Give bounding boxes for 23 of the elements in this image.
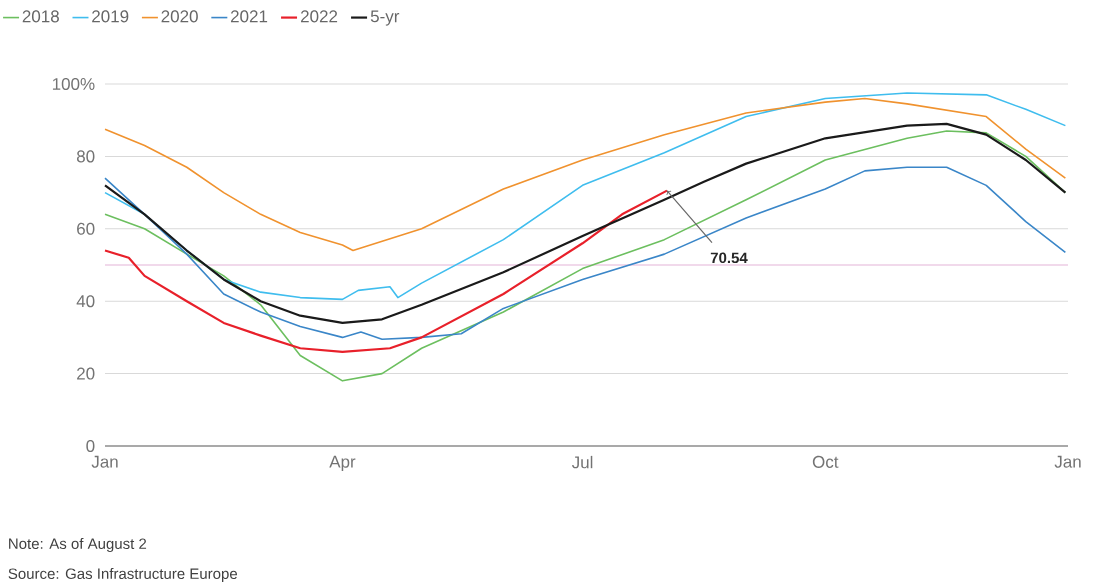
x-tick-label: Apr xyxy=(329,455,356,472)
line-series xyxy=(104,97,1067,252)
x-tick-label: Jul xyxy=(571,455,593,469)
y-tick-label: 0 xyxy=(86,439,95,453)
text: Note: As of August 2 xyxy=(9,538,147,552)
x-tick-label: Jan xyxy=(1054,455,1081,468)
y-tick-label: 40 xyxy=(76,295,95,308)
annotation: 70.54 xyxy=(710,252,748,264)
legend-label: 2018 xyxy=(22,10,59,23)
source-note: Source: Gas Infrastructure Europe xyxy=(8,568,238,582)
legend-label: 2021 xyxy=(230,10,268,23)
legend-label: 5-yr xyxy=(370,10,400,26)
legend-label: 2020 xyxy=(161,10,198,23)
legend-label: 2022 xyxy=(301,10,338,23)
y-tick-label: 80 xyxy=(76,150,95,163)
x-tick-label: Oct xyxy=(812,455,839,468)
legend-label: 2019 xyxy=(92,10,129,23)
x-tick-label: Jan xyxy=(91,455,118,468)
y-tick-label: 20 xyxy=(77,367,95,380)
line-series xyxy=(104,166,1067,341)
line-series xyxy=(103,122,1067,325)
y-tick-label: 100% xyxy=(52,77,95,91)
y-tick-label: 60 xyxy=(77,222,95,235)
